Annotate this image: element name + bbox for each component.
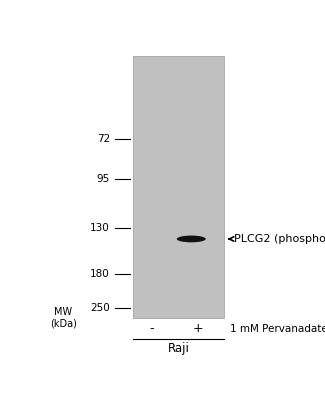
- Text: 180: 180: [90, 269, 110, 279]
- Text: 250: 250: [90, 303, 110, 313]
- Text: +: +: [193, 322, 203, 335]
- Text: 130: 130: [90, 223, 110, 233]
- Text: -: -: [149, 322, 154, 335]
- Text: MW
(kDa): MW (kDa): [50, 307, 77, 328]
- Text: 1 mM Pervanadate, 30 min: 1 mM Pervanadate, 30 min: [229, 324, 325, 334]
- Text: 72: 72: [97, 134, 110, 144]
- FancyBboxPatch shape: [133, 56, 225, 318]
- Text: Raji: Raji: [168, 342, 189, 355]
- Text: PLCG2 (phosphoTyr759): PLCG2 (phosphoTyr759): [234, 234, 325, 244]
- Ellipse shape: [177, 236, 206, 242]
- Text: 95: 95: [97, 174, 110, 184]
